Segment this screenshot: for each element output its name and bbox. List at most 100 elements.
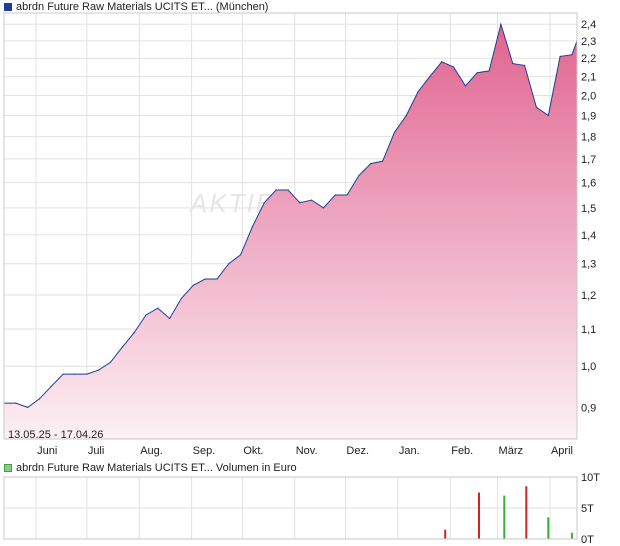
price-legend-label: abrdn Future Raw Materials UCITS ET... (…	[16, 1, 269, 13]
price-point	[512, 63, 514, 65]
volume-bars	[444, 486, 573, 539]
volume-y-axis: 0T 5T 10T	[581, 472, 600, 546]
price-point	[86, 373, 88, 375]
price-y-tick-label: 1,0	[581, 361, 596, 373]
price-point	[311, 199, 313, 201]
volume-y-tick-label: 0T	[581, 534, 594, 546]
price-x-axis: Juni Juli Aug. Sep. Okt. Nov. Dez. Jan. Feb. März…	[37, 445, 573, 457]
price-y-tick-label: 0,9	[581, 402, 596, 414]
price-y-tick-label: 1,5	[581, 203, 596, 215]
price-point	[204, 278, 206, 280]
price-point	[464, 85, 466, 87]
price-y-tick-label: 2,1	[581, 71, 596, 83]
price-line	[4, 22, 578, 408]
price-y-axis: 0,9 1,0 1,1 1,2 1,3 1,4 1,5 1,6 1,7 1,8 1,9 2,0 2,1 2…	[581, 19, 596, 414]
volume-legend: abrdn Future Raw Materials UCITS ET... V…	[4, 462, 297, 474]
price-point	[382, 160, 384, 162]
volume-bar	[444, 529, 447, 539]
price-point	[370, 163, 372, 165]
price-y-tick-label: 2,0	[581, 90, 596, 102]
price-point	[358, 174, 360, 176]
price-point	[27, 406, 29, 408]
price-y-tick-label: 1,3	[581, 259, 596, 271]
price-x-tick-label: März	[499, 445, 523, 457]
volume-bar	[478, 492, 480, 539]
price-point	[216, 278, 218, 280]
price-points	[3, 23, 578, 408]
price-x-tick-label: Sep.	[193, 445, 216, 457]
price-point	[547, 114, 549, 117]
price-point	[441, 61, 443, 63]
price-point	[263, 202, 265, 204]
price-point	[417, 91, 419, 93]
volume-grid	[4, 476, 577, 540]
price-point	[240, 254, 242, 256]
volume-y-tick-label: 5T	[581, 503, 594, 515]
price-y-tick-label: 1,2	[581, 290, 596, 302]
price-point	[559, 55, 561, 58]
price-y-tick-label: 2,4	[581, 19, 596, 31]
date-range-label: 13.05.25 - 17.04.26	[8, 429, 103, 441]
price-point	[346, 194, 348, 196]
price-point	[571, 54, 573, 56]
price-y-tick-label: 1,6	[581, 178, 596, 190]
price-point	[500, 23, 502, 25]
price-plot-frame	[3, 12, 578, 440]
price-point	[133, 332, 135, 334]
price-point	[62, 373, 64, 375]
price-point	[524, 64, 526, 66]
price-y-tick-label: 2,2	[581, 53, 596, 65]
price-x-tick-label: April	[551, 445, 573, 457]
price-point	[251, 225, 254, 228]
price-point	[488, 70, 490, 72]
volume-legend-label: abrdn Future Raw Materials UCITS ET... V…	[16, 462, 297, 474]
volume-bar	[547, 517, 550, 539]
volume-bar	[503, 495, 506, 539]
price-point	[287, 189, 289, 191]
price-point	[109, 361, 112, 363]
price-point	[535, 106, 538, 108]
price-point	[98, 369, 100, 371]
price-y-tick-label: 1,7	[581, 154, 596, 166]
price-point	[169, 317, 171, 320]
price-point	[405, 114, 407, 117]
price-point	[50, 385, 52, 387]
price-y-tick-label: 1,1	[581, 324, 596, 336]
price-point	[476, 72, 478, 74]
price-point	[15, 402, 17, 404]
price-legend: abrdn Future Raw Materials UCITS ET... (…	[4, 1, 268, 13]
price-point	[393, 131, 396, 133]
volume-y-tick-label: 10T	[581, 472, 600, 484]
price-point	[334, 194, 336, 196]
price-point	[180, 297, 183, 299]
price-point	[299, 202, 301, 204]
price-point	[228, 263, 230, 265]
price-x-tick-label: Nov.	[296, 445, 318, 457]
price-point	[145, 314, 147, 316]
price-x-tick-label: Okt.	[243, 445, 263, 457]
price-point	[429, 75, 431, 77]
price-y-tick-label: 1,8	[581, 132, 596, 144]
price-point	[121, 346, 123, 348]
volume-plot-frame	[3, 476, 578, 540]
price-point	[275, 189, 277, 191]
price-x-tick-label: Juni	[37, 445, 57, 457]
price-x-tick-label: Feb.	[451, 445, 473, 457]
price-point	[74, 373, 76, 375]
price-point	[322, 207, 325, 209]
price-x-tick-label: Aug.	[140, 445, 163, 457]
price-point	[38, 398, 41, 400]
volume-legend-swatch	[4, 464, 12, 472]
price-x-tick-label: Jan.	[399, 445, 420, 457]
volume-bar	[570, 532, 573, 539]
price-y-tick-label: 1,9	[581, 110, 596, 122]
price-point	[192, 284, 194, 286]
price-y-tick-label: 2,3	[581, 36, 596, 48]
price-point	[453, 66, 455, 68]
price-legend-swatch	[4, 3, 12, 11]
price-x-tick-label: Dez.	[346, 445, 369, 457]
volume-bar	[525, 486, 528, 539]
price-point	[157, 307, 159, 309]
price-area	[4, 24, 577, 439]
